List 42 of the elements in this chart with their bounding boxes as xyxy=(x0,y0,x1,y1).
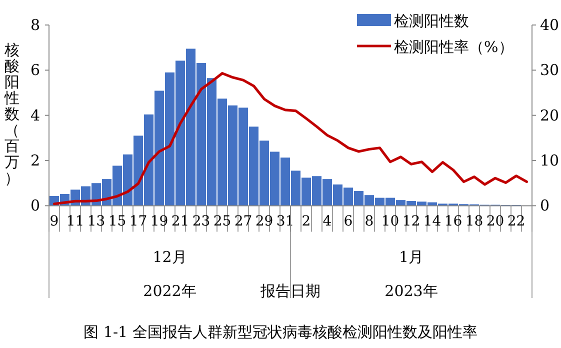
x-tick-label: 29 xyxy=(255,214,274,230)
legend-label: 检测阳性率（%） xyxy=(394,38,514,56)
y2-tick-label: 40 xyxy=(540,16,560,34)
x-tick-label: 13 xyxy=(87,214,106,230)
y2-tick-label: 30 xyxy=(540,61,560,80)
x-tick-label: 31 xyxy=(276,214,294,230)
x-tick-label: 10 xyxy=(381,214,400,230)
x-tick-label: 17 xyxy=(129,214,148,230)
text: 图 1-1 全国报告人群新型冠状病毒核酸检测阳性数及阳性率 xyxy=(84,323,478,341)
x-tick-label: 20 xyxy=(486,214,504,230)
y2-tick-label: 10 xyxy=(540,152,560,170)
x-tick-label: 11 xyxy=(66,214,84,230)
x-tick-label: 16 xyxy=(444,214,462,230)
x-tick-label: 18 xyxy=(465,214,484,230)
x-tick-label: 6 xyxy=(344,214,353,230)
y-tick-label: 4 xyxy=(30,106,40,124)
x-tick-label: 4 xyxy=(322,214,332,230)
x-tick-label: 14 xyxy=(423,214,442,230)
legend-label: 检测阳性数 xyxy=(394,12,469,30)
y-tick-label: 0 xyxy=(30,196,40,215)
x-tick-label: 21 xyxy=(171,214,190,230)
y2-tick-label: 0 xyxy=(540,196,550,215)
text: 12月 xyxy=(152,248,187,266)
x-tick-label: 27 xyxy=(234,214,252,230)
text: 1月 xyxy=(398,248,424,266)
x-tick-label: 2 xyxy=(302,214,311,230)
text: 2022年 xyxy=(143,282,196,300)
x-tick-label: 25 xyxy=(213,214,232,230)
text: 核酸阳性数（百万） xyxy=(4,41,20,187)
x-tick-label: 23 xyxy=(192,214,210,230)
x-axis-title: 报告日期 xyxy=(260,282,320,300)
x-tick-label: 9 xyxy=(50,214,59,230)
x-tick-label: 15 xyxy=(108,214,126,230)
y2-tick-label: 20 xyxy=(540,106,560,124)
y-tick-label: 2 xyxy=(30,152,40,170)
x-tick-label: 19 xyxy=(150,214,168,230)
x-tick-label: 8 xyxy=(364,214,374,230)
text: 2023年 xyxy=(384,282,438,300)
y-tick-label: 6 xyxy=(30,61,40,80)
x-tick-label: 22 xyxy=(507,214,526,230)
x-tick-label: 12 xyxy=(402,214,420,230)
y-tick-label: 8 xyxy=(30,16,40,34)
